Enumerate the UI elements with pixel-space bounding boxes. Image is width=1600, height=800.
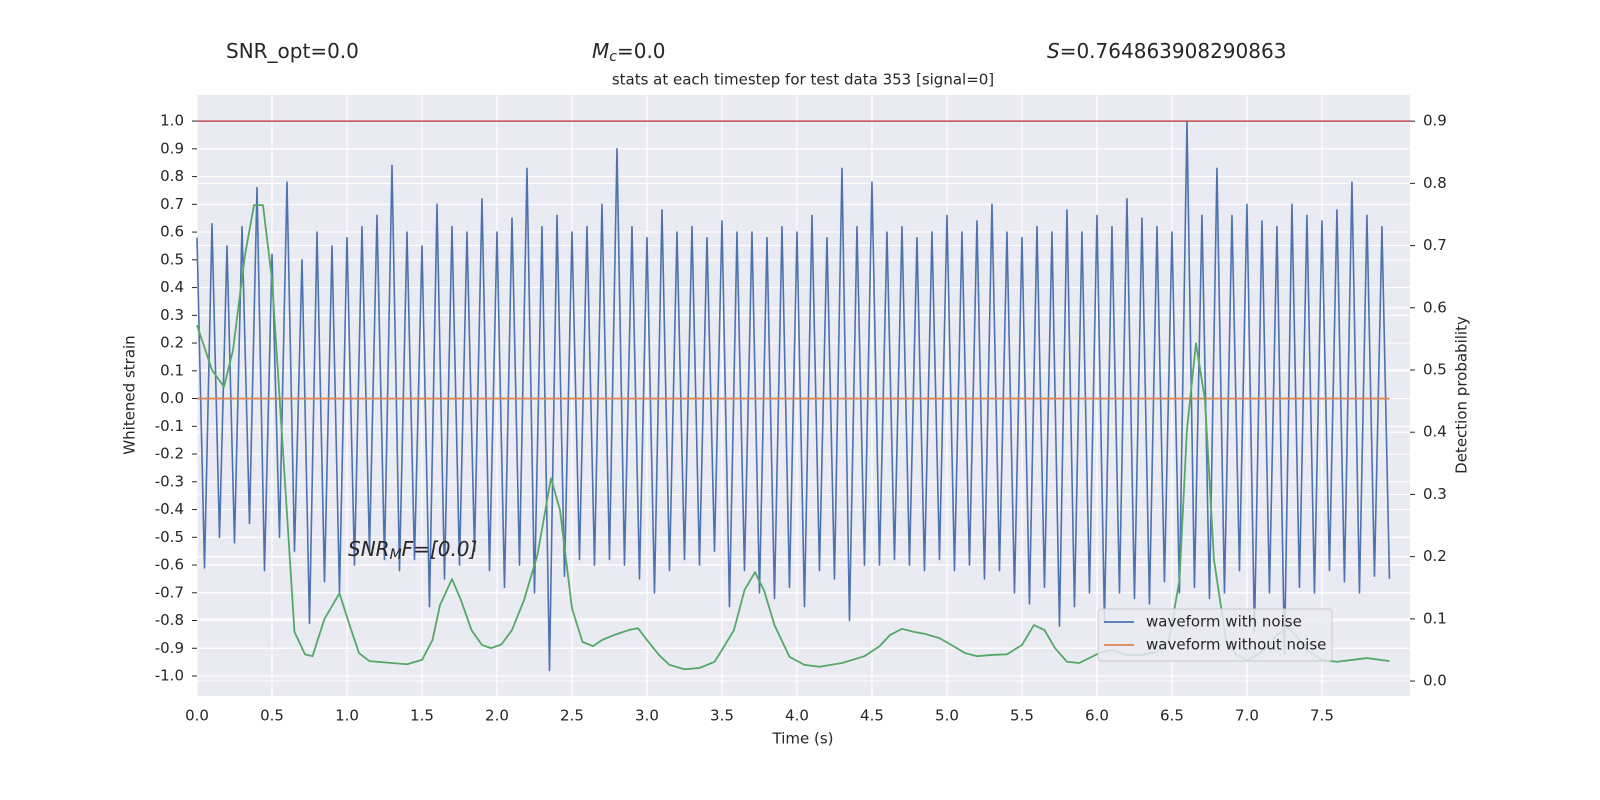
y-tick-label: -0.4: [155, 500, 184, 518]
y2-tick-label: 0.9: [1423, 112, 1447, 130]
x-tick-label: 3.0: [635, 707, 659, 725]
y-tick-label: 0.1: [160, 361, 184, 379]
y-tick-label: -0.1: [155, 417, 184, 435]
y2-tick-label: 0.7: [1423, 236, 1447, 254]
legend-label: waveform without noise: [1146, 636, 1326, 654]
legend-box: [1097, 608, 1333, 662]
y-tick-label: 0.0: [160, 389, 184, 407]
legend-label: waveform with noise: [1146, 613, 1302, 631]
x-tick-label: 3.5: [710, 707, 734, 725]
x-tick-label: 0.0: [185, 707, 209, 725]
y2-axis-label: Detection probability: [1453, 316, 1471, 474]
annotation: SNRMF=[0.0]: [348, 537, 477, 564]
x-tick-label: 6.5: [1160, 707, 1184, 725]
y-tick-label: -0.8: [155, 611, 184, 629]
annotation: S=0.764863908290863: [1047, 39, 1286, 63]
y-tick-label: -0.9: [155, 639, 184, 657]
y-tick-label: -0.6: [155, 556, 184, 574]
y-tick-label: -0.2: [155, 445, 184, 463]
y2-tick-label: 0.5: [1423, 360, 1447, 378]
y2-tick-label: 0.6: [1423, 298, 1447, 316]
y-tick-label: 0.5: [160, 250, 184, 268]
x-tick-label: 5.0: [935, 707, 959, 725]
y-axis-label: Whitened strain: [121, 335, 139, 454]
y-tick-label: 1.0: [160, 112, 184, 130]
y-tick-label: 0.3: [160, 306, 184, 324]
line-series: [196, 120, 1391, 672]
x-tick-label: 4.0: [785, 707, 809, 725]
y-tick-label: 0.9: [160, 139, 184, 157]
y2-tick-label: 0.1: [1423, 609, 1447, 627]
y2-tick-label: 0.3: [1423, 485, 1447, 503]
x-tick-label: 5.5: [1010, 707, 1034, 725]
y-tick-label: 0.6: [160, 223, 184, 241]
x-axis-label: Time (s): [772, 730, 834, 748]
annotation: Mc=0.0: [592, 39, 666, 66]
x-tick-label: 2.5: [560, 707, 584, 725]
x-tick-label: 1.5: [410, 707, 434, 725]
legend: waveform with noise waveform without nois…: [1097, 608, 1333, 662]
y2-tick-label: 0.0: [1423, 672, 1447, 690]
y2-tick-label: 0.4: [1423, 423, 1447, 441]
y-tick-label: 0.7: [160, 195, 184, 213]
probability-line: [196, 204, 1390, 671]
x-tick-label: 0.5: [260, 707, 284, 725]
x-tick-label: 7.5: [1310, 707, 1334, 725]
x-tick-label: 1.0: [335, 707, 359, 725]
y-tick-label: 0.2: [160, 334, 184, 352]
y-tick-label: 0.8: [160, 167, 184, 185]
x-tick-label: 7.0: [1235, 707, 1259, 725]
y2-tick-label: 0.8: [1423, 174, 1447, 192]
y-tick-label: -0.7: [155, 583, 184, 601]
x-tick-label: 4.5: [860, 707, 884, 725]
chart-title: stats at each timestep for test data 353…: [612, 71, 994, 89]
y-tick-label: -0.3: [155, 472, 184, 490]
annotation: SNR_opt=0.0: [226, 39, 359, 63]
y-tick-label: 0.4: [160, 278, 184, 296]
x-tick-label: 2.0: [485, 707, 509, 725]
y2-tick-label: 0.2: [1423, 547, 1447, 565]
x-tick-label: 6.0: [1085, 707, 1109, 725]
y-tick-label: -1.0: [155, 667, 184, 685]
y-tick-label: -0.5: [155, 528, 184, 546]
